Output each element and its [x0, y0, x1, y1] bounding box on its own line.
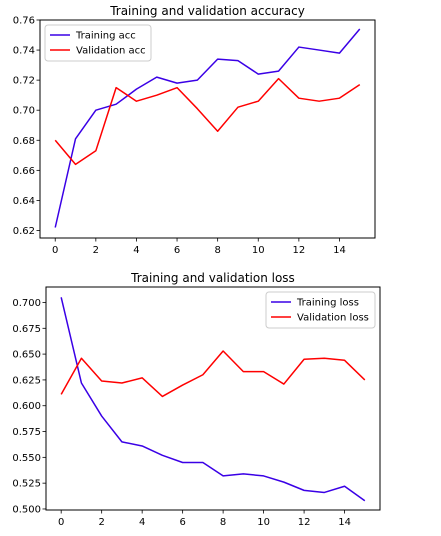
y-tick-label: 0.500 — [12, 504, 41, 515]
x-tick-label: 12 — [292, 245, 305, 256]
legend-label: Validation acc — [76, 46, 146, 57]
x-tick-label: 4 — [133, 245, 139, 256]
legend-label: Validation loss — [297, 313, 369, 324]
y-tick-label: 0.74 — [13, 46, 35, 57]
y-tick-label: 0.66 — [13, 166, 35, 177]
legend-box — [44, 24, 152, 62]
plot-frame — [39, 19, 376, 239]
x-tick-label: 6 — [179, 517, 185, 528]
y-tick-label: 0.70 — [13, 106, 35, 117]
x-tick-label: 2 — [98, 517, 104, 528]
y-tick-label: 0.64 — [13, 196, 35, 207]
y-tick-label: 0.72 — [13, 76, 35, 87]
x-tick-label: 14 — [338, 517, 351, 528]
y-tick-label: 0.550 — [12, 453, 41, 464]
chart-title: Training and validation accuracy — [109, 4, 305, 18]
x-tick-label: 2 — [93, 245, 99, 256]
x-tick-label: 6 — [174, 245, 180, 256]
y-tick-label: 0.675 — [12, 324, 41, 335]
legend: Training loss Validation loss — [265, 291, 376, 329]
y-tick-label: 0.525 — [12, 479, 41, 490]
plot-frame — [45, 286, 381, 511]
series-line-validation — [60, 350, 366, 398]
chart-title: Training and validation loss — [130, 271, 295, 285]
x-tick-label: 14 — [333, 245, 346, 256]
series-line-validation — [54, 77, 361, 166]
y-tick-label: 0.62 — [13, 226, 35, 237]
chart-2: Training and validation loss 0 2 4 6 8 10 12 14 0… — [12, 271, 381, 528]
y-tick-label: 0.68 — [13, 136, 35, 147]
y-tick-label: 0.575 — [12, 427, 41, 438]
y-tick-label: 0.600 — [12, 401, 41, 412]
x-tick-label: 8 — [220, 517, 226, 528]
x-tick-label: 0 — [58, 517, 64, 528]
x-tick-label: 10 — [257, 517, 270, 528]
y-tick-label: 0.650 — [12, 350, 41, 361]
series-line-training — [60, 297, 366, 502]
x-tick-label: 8 — [214, 245, 220, 256]
legend: Training acc Validation acc — [44, 24, 152, 62]
legend-label: Training loss — [296, 298, 359, 309]
x-tick-label: 10 — [252, 245, 265, 256]
x-tick-label: 4 — [139, 517, 145, 528]
y-tick-label: 0.625 — [12, 375, 41, 386]
chart-1: Training and validation accuracy 0 2 4 6 8 10 1… — [13, 4, 376, 256]
y-tick-label: 0.76 — [13, 16, 35, 27]
x-tick-label: 12 — [298, 517, 311, 528]
series-line-training — [54, 28, 361, 228]
y-tick-label: 0.700 — [12, 298, 41, 309]
x-tick-label: 0 — [52, 245, 58, 256]
legend-box — [265, 291, 376, 329]
legend-label: Training acc — [75, 31, 136, 42]
